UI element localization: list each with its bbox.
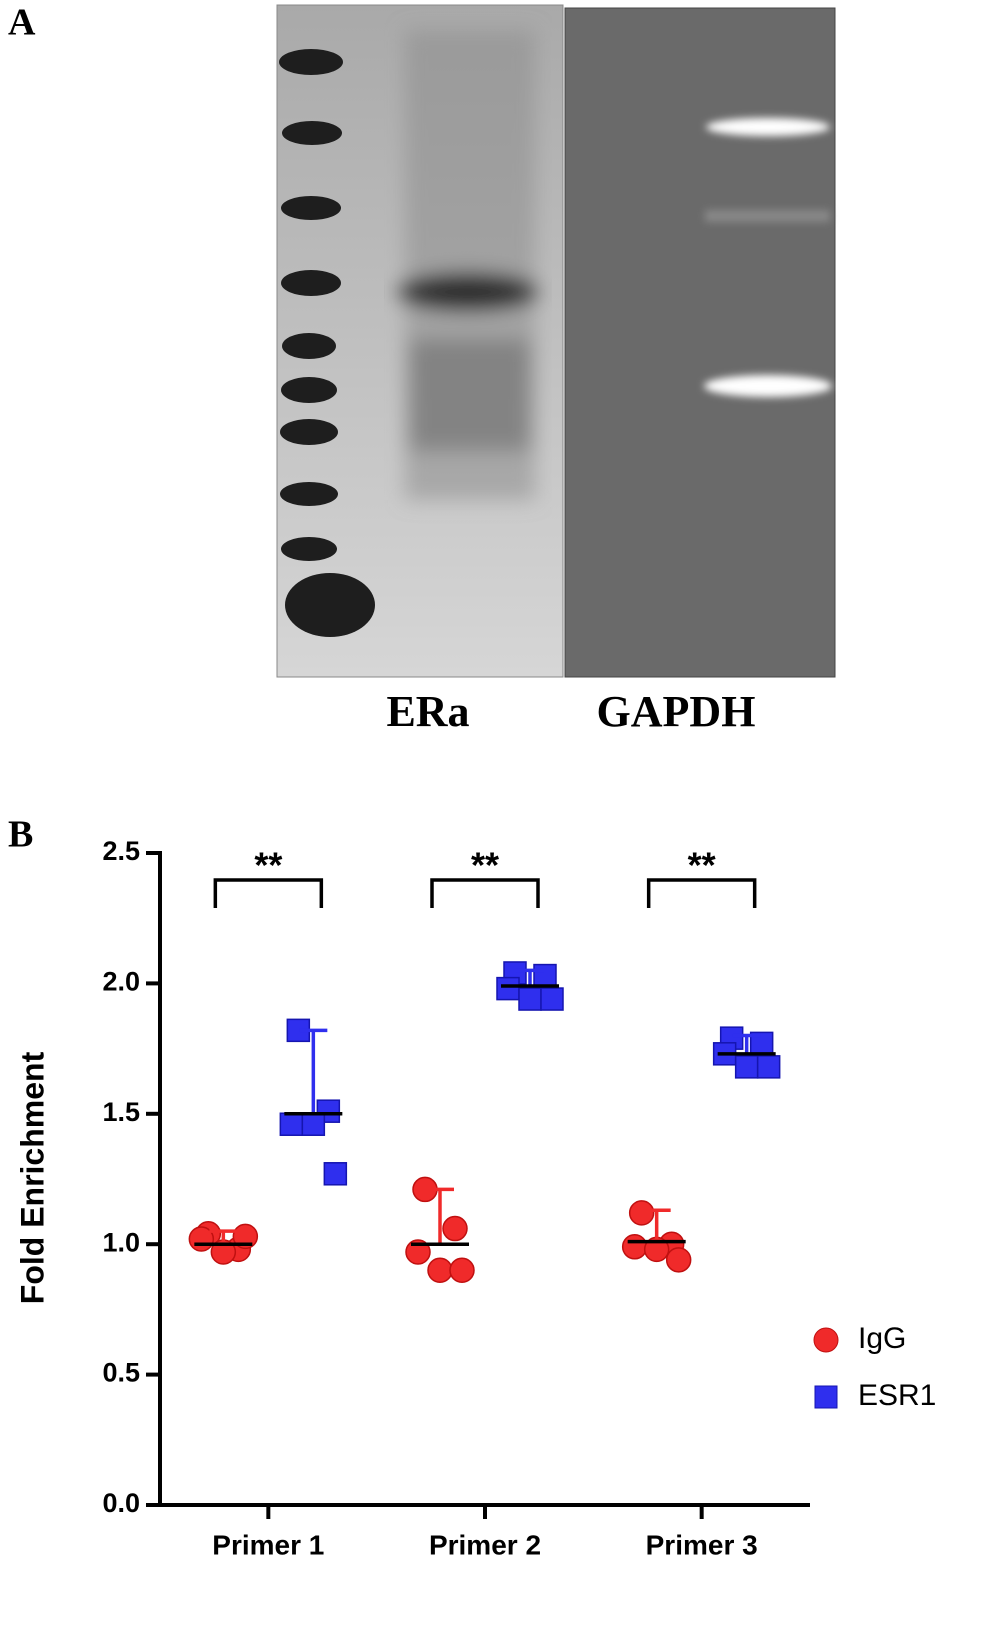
y-tick-label: 0.0: [102, 1488, 140, 1518]
y-tick-label: 1.0: [102, 1227, 140, 1257]
point: [232, 1223, 259, 1250]
point: [323, 1162, 348, 1186]
significance-label: **: [688, 845, 716, 886]
legend-label: IgG: [858, 1322, 906, 1355]
significance-bracket: [430, 878, 540, 908]
point: [628, 1200, 655, 1226]
gapdh-bands: [704, 118, 832, 397]
y-tick-label: 2.0: [102, 967, 140, 997]
point: [279, 1112, 304, 1136]
point: [734, 1055, 759, 1079]
significance-label: **: [471, 845, 499, 886]
lane-label: ERa: [386, 687, 469, 736]
y-tick-label: 1.5: [102, 1097, 140, 1127]
point: [756, 1055, 781, 1079]
y-tick-label: 0.5: [102, 1358, 140, 1388]
era-lane: [398, 30, 538, 500]
gel-right: [564, 7, 836, 678]
point: [427, 1257, 453, 1284]
point: [540, 987, 564, 1011]
legend-marker: [813, 1327, 839, 1353]
panel-label: B: [8, 814, 33, 856]
x-tick-label: Primer 2: [429, 1529, 541, 1560]
y-axis-label: Fold Enrichment: [14, 1051, 50, 1304]
point: [442, 1215, 468, 1242]
legend-label: ESR1: [858, 1379, 936, 1412]
point: [405, 1239, 431, 1265]
point: [621, 1234, 648, 1260]
point: [301, 1112, 326, 1136]
point: [533, 963, 557, 988]
x-tick-label: Primer 1: [212, 1529, 324, 1560]
panel-label: A: [8, 2, 36, 44]
point: [665, 1247, 692, 1273]
y-tick-label: 2.5: [102, 836, 140, 866]
ladder: [279, 49, 375, 637]
point: [449, 1257, 475, 1284]
gel-image: [276, 4, 836, 678]
plot: 0.0 0.5 1.0 1.5 2.0 2.5 Primer 1 ** Primer 2 ** Pr…: [102, 836, 936, 1560]
x-tick-label: Primer 3: [646, 1529, 758, 1560]
significance-bracket: [213, 878, 324, 908]
lane-label: GAPDH: [597, 687, 756, 736]
significance-bracket: [646, 878, 757, 908]
point: [496, 976, 520, 1001]
significance-label: **: [254, 845, 282, 886]
point: [518, 987, 542, 1011]
legend-marker: [814, 1385, 838, 1409]
